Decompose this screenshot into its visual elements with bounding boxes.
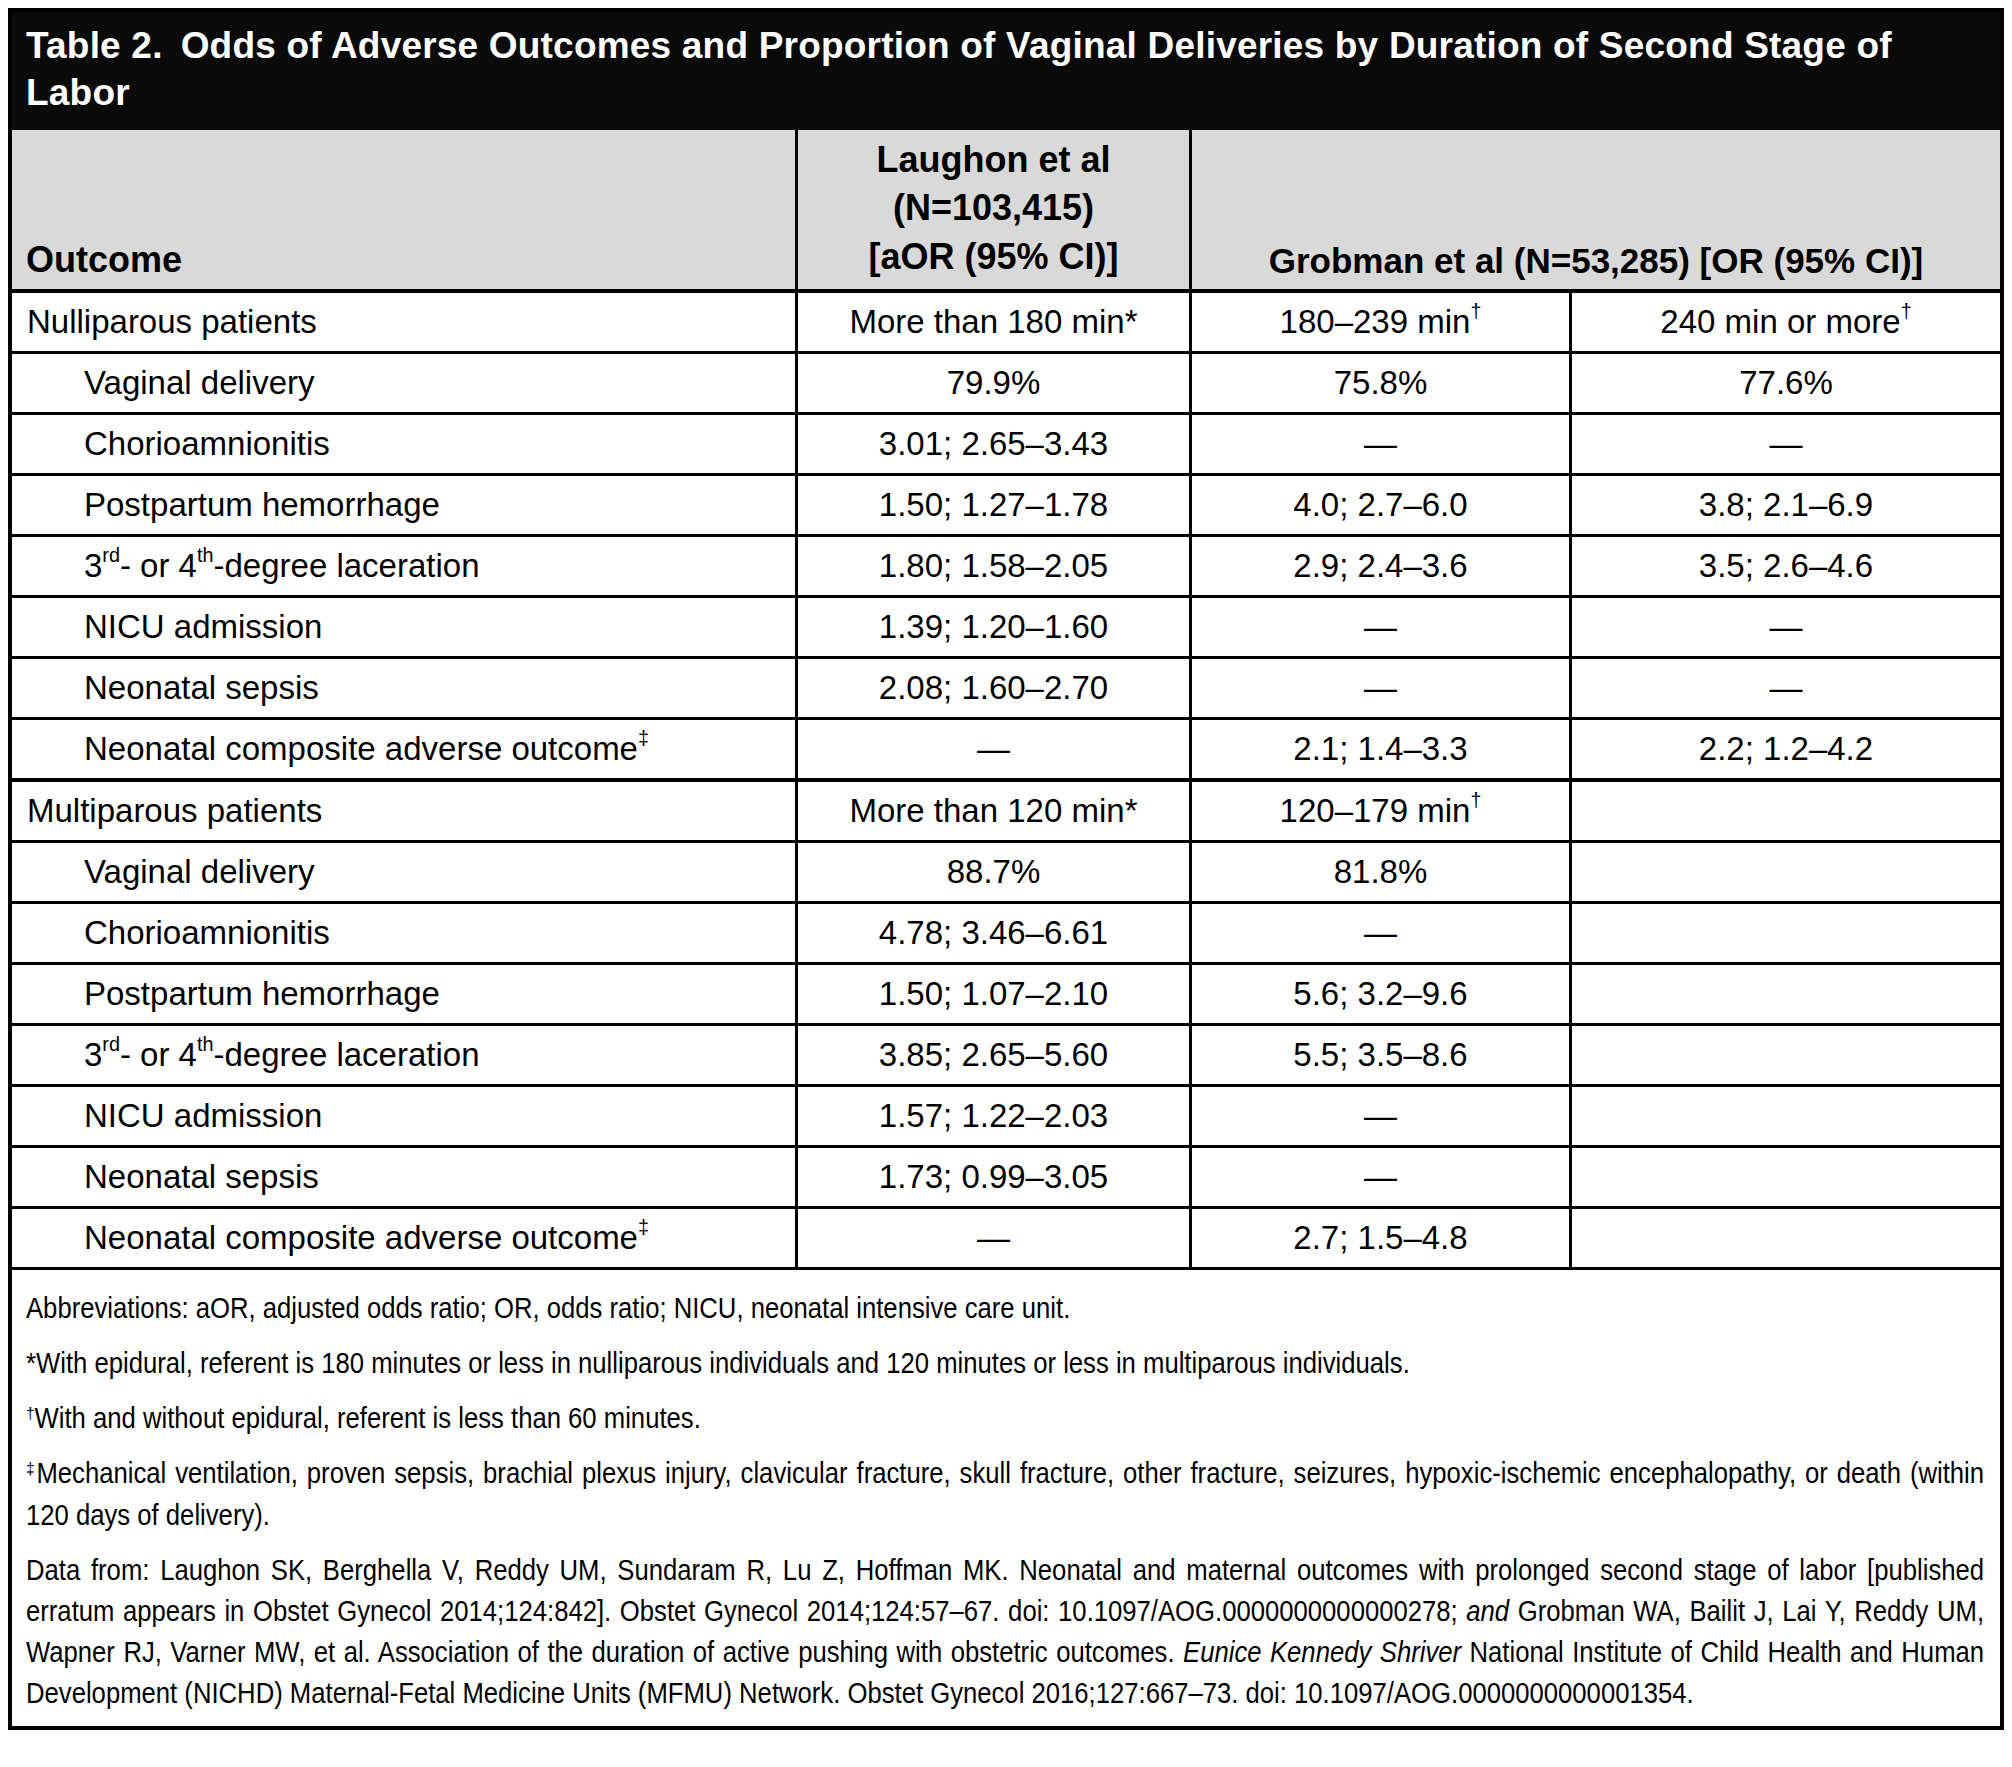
table-2: Table 2.Odds of Adverse Outcomes and Pro… — [8, 8, 2004, 1730]
duration-cell: 180–239 min† — [1189, 293, 1569, 351]
value-cell: 3.8; 2.1–6.9 — [1569, 476, 2000, 534]
row-label: NICU admission — [12, 1087, 795, 1145]
table-row: Neonatal composite adverse outcome‡ — 2.… — [12, 1206, 2000, 1267]
row-label: Postpartum hemorrhage — [12, 965, 795, 1023]
section-label: Multiparous patients — [12, 782, 795, 840]
value-cell: — — [1569, 598, 2000, 656]
duration-cell — [1569, 782, 2000, 840]
footnote-dagger: †With and without epidural, referent is … — [26, 1398, 1984, 1439]
value-cell: 2.2; 1.2–4.2 — [1569, 720, 2000, 778]
value-cell: 2.08; 1.60–2.70 — [795, 659, 1189, 717]
value-cell — [1569, 1087, 2000, 1145]
value-cell: 1.57; 1.22–2.03 — [795, 1087, 1189, 1145]
row-label: Vaginal delivery — [12, 354, 795, 412]
value-cell: 77.6% — [1569, 354, 2000, 412]
value-cell: — — [1189, 1148, 1569, 1206]
value-cell: 2.1; 1.4–3.3 — [1189, 720, 1569, 778]
page: Table 2.Odds of Adverse Outcomes and Pro… — [0, 0, 2012, 1767]
column-header-row: Outcome Laughon et al (N=103,415) [aOR (… — [12, 130, 2000, 289]
row-label: Neonatal sepsis — [12, 659, 795, 717]
row-label: 3rd- or 4th-degree laceration — [12, 537, 795, 595]
duration-cell: More than 120 min* — [795, 782, 1189, 840]
section-label: Nulliparous patients — [12, 293, 795, 351]
value-cell: — — [1569, 415, 2000, 473]
row-label: NICU admission — [12, 598, 795, 656]
value-cell: — — [1569, 659, 2000, 717]
value-cell: 3.01; 2.65–3.43 — [795, 415, 1189, 473]
value-cell: 4.0; 2.7–6.0 — [1189, 476, 1569, 534]
value-cell: — — [795, 1209, 1189, 1267]
table-row: Postpartum hemorrhage 1.50; 1.07–2.10 5.… — [12, 962, 2000, 1023]
value-cell: 81.8% — [1189, 843, 1569, 901]
row-label: Neonatal composite adverse outcome‡ — [12, 1209, 795, 1267]
value-cell — [1569, 965, 2000, 1023]
value-cell: 5.5; 3.5–8.6 — [1189, 1026, 1569, 1084]
table-row: Neonatal sepsis 1.73; 0.99–3.05 — — [12, 1145, 2000, 1206]
value-cell — [1569, 904, 2000, 962]
value-cell — [1569, 1148, 2000, 1206]
value-cell: 1.39; 1.20–1.60 — [795, 598, 1189, 656]
table-row: 3rd- or 4th-degree laceration 1.80; 1.58… — [12, 534, 2000, 595]
table-row: NICU admission 1.57; 1.22–2.03 — — [12, 1084, 2000, 1145]
value-cell: 1.50; 1.27–1.78 — [795, 476, 1189, 534]
value-cell — [1569, 1026, 2000, 1084]
row-label: Neonatal composite adverse outcome‡ — [12, 720, 795, 778]
col-header-grobman: Grobman et al (N=53,285) [OR (95% CI)] — [1189, 130, 2000, 289]
row-label: 3rd- or 4th-degree laceration — [12, 1026, 795, 1084]
table-title: Table 2.Odds of Adverse Outcomes and Pro… — [12, 12, 2000, 130]
value-cell: 1.50; 1.07–2.10 — [795, 965, 1189, 1023]
row-label: Chorioamnionitis — [12, 415, 795, 473]
section-row-multiparous: Multiparous patients More than 120 min* … — [12, 778, 2000, 840]
table-row: 3rd- or 4th-degree laceration 3.85; 2.65… — [12, 1023, 2000, 1084]
footnote-abbreviations: Abbreviations: aOR, adjusted odds ratio;… — [26, 1288, 1984, 1329]
laughon-line-3: [aOR (95% CI)] — [868, 233, 1118, 281]
value-cell: — — [1189, 904, 1569, 962]
col-header-laughon: Laughon et al (N=103,415) [aOR (95% CI)] — [795, 130, 1189, 289]
value-cell: — — [1189, 598, 1569, 656]
row-label: Neonatal sepsis — [12, 1148, 795, 1206]
value-cell — [1569, 1209, 2000, 1267]
duration-cell: More than 180 min* — [795, 293, 1189, 351]
table-row: Neonatal composite adverse outcome‡ — 2.… — [12, 717, 2000, 778]
row-label: Vaginal delivery — [12, 843, 795, 901]
duration-cell: 240 min or more† — [1569, 293, 2000, 351]
value-cell: — — [795, 720, 1189, 778]
value-cell: — — [1189, 415, 1569, 473]
col-header-outcome: Outcome — [12, 130, 795, 289]
value-cell: — — [1189, 659, 1569, 717]
duration-cell: 120–179 min† — [1189, 782, 1569, 840]
table-row: Vaginal delivery 88.7% 81.8% — [12, 840, 2000, 901]
value-cell: 2.7; 1.5–4.8 — [1189, 1209, 1569, 1267]
row-label: Chorioamnionitis — [12, 904, 795, 962]
value-cell: 88.7% — [795, 843, 1189, 901]
table-row: Chorioamnionitis 3.01; 2.65–3.43 — — — [12, 412, 2000, 473]
value-cell: 3.5; 2.6–4.6 — [1569, 537, 2000, 595]
footnote-double-dagger: ‡Mechanical ventilation, proven sepsis, … — [26, 1453, 1984, 1535]
row-label: Postpartum hemorrhage — [12, 476, 795, 534]
table-number: Table 2. — [26, 25, 163, 66]
value-cell: 2.9; 2.4–3.6 — [1189, 537, 1569, 595]
value-cell: 1.73; 0.99–3.05 — [795, 1148, 1189, 1206]
footnote-data-from: Data from: Laughon SK, Berghella V, Redd… — [26, 1550, 1984, 1715]
laughon-line-2: (N=103,415) — [893, 184, 1094, 232]
value-cell — [1569, 843, 2000, 901]
table-row: NICU admission 1.39; 1.20–1.60 — — — [12, 595, 2000, 656]
footnote-asterisk: *With epidural, referent is 180 minutes … — [26, 1343, 1984, 1384]
value-cell: 75.8% — [1189, 354, 1569, 412]
table-row: Postpartum hemorrhage 1.50; 1.27–1.78 4.… — [12, 473, 2000, 534]
value-cell: 4.78; 3.46–6.61 — [795, 904, 1189, 962]
laughon-line-1: Laughon et al — [877, 136, 1111, 184]
section-row-nulliparous: Nulliparous patients More than 180 min* … — [12, 289, 2000, 351]
table-title-text: Odds of Adverse Outcomes and Proportion … — [26, 25, 1892, 113]
table-row: Neonatal sepsis 2.08; 1.60–2.70 — — — [12, 656, 2000, 717]
value-cell: 5.6; 3.2–9.6 — [1189, 965, 1569, 1023]
value-cell: 1.80; 1.58–2.05 — [795, 537, 1189, 595]
table-row: Vaginal delivery 79.9% 75.8% 77.6% — [12, 351, 2000, 412]
table-row: Chorioamnionitis 4.78; 3.46–6.61 — — [12, 901, 2000, 962]
value-cell: 3.85; 2.65–5.60 — [795, 1026, 1189, 1084]
footnotes: Abbreviations: aOR, adjusted odds ratio;… — [12, 1267, 2000, 1727]
value-cell: — — [1189, 1087, 1569, 1145]
value-cell: 79.9% — [795, 354, 1189, 412]
